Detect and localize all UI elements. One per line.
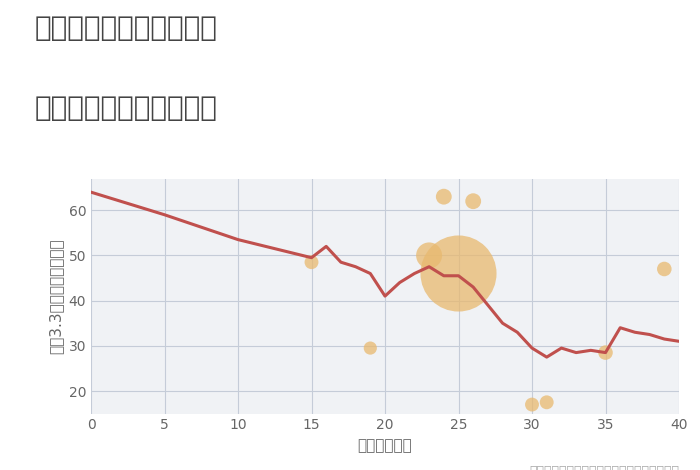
Point (306, 258, 317, 266)
Point (526, 401, 538, 408)
Point (438, 193, 449, 200)
Point (600, 349, 611, 356)
Text: 築年数別中古戸建て価格: 築年数別中古戸建て価格 (35, 94, 218, 122)
Point (468, 197, 479, 205)
X-axis label: 築年数（年）: 築年数（年） (358, 438, 412, 453)
Text: 埼玉県鶴ヶ島市共栄町の: 埼玉県鶴ヶ島市共栄町の (35, 14, 218, 42)
Point (541, 399, 552, 406)
Y-axis label: 坪（3.3㎡）単価（万円）: 坪（3.3㎡）単価（万円） (48, 238, 63, 354)
Text: 円の大きさは、取引のあった物件面積を示す: 円の大きさは、取引のあった物件面積を示す (529, 465, 679, 470)
Point (453, 270, 464, 277)
Point (659, 265, 670, 273)
Point (365, 345, 376, 352)
Point (424, 251, 435, 259)
